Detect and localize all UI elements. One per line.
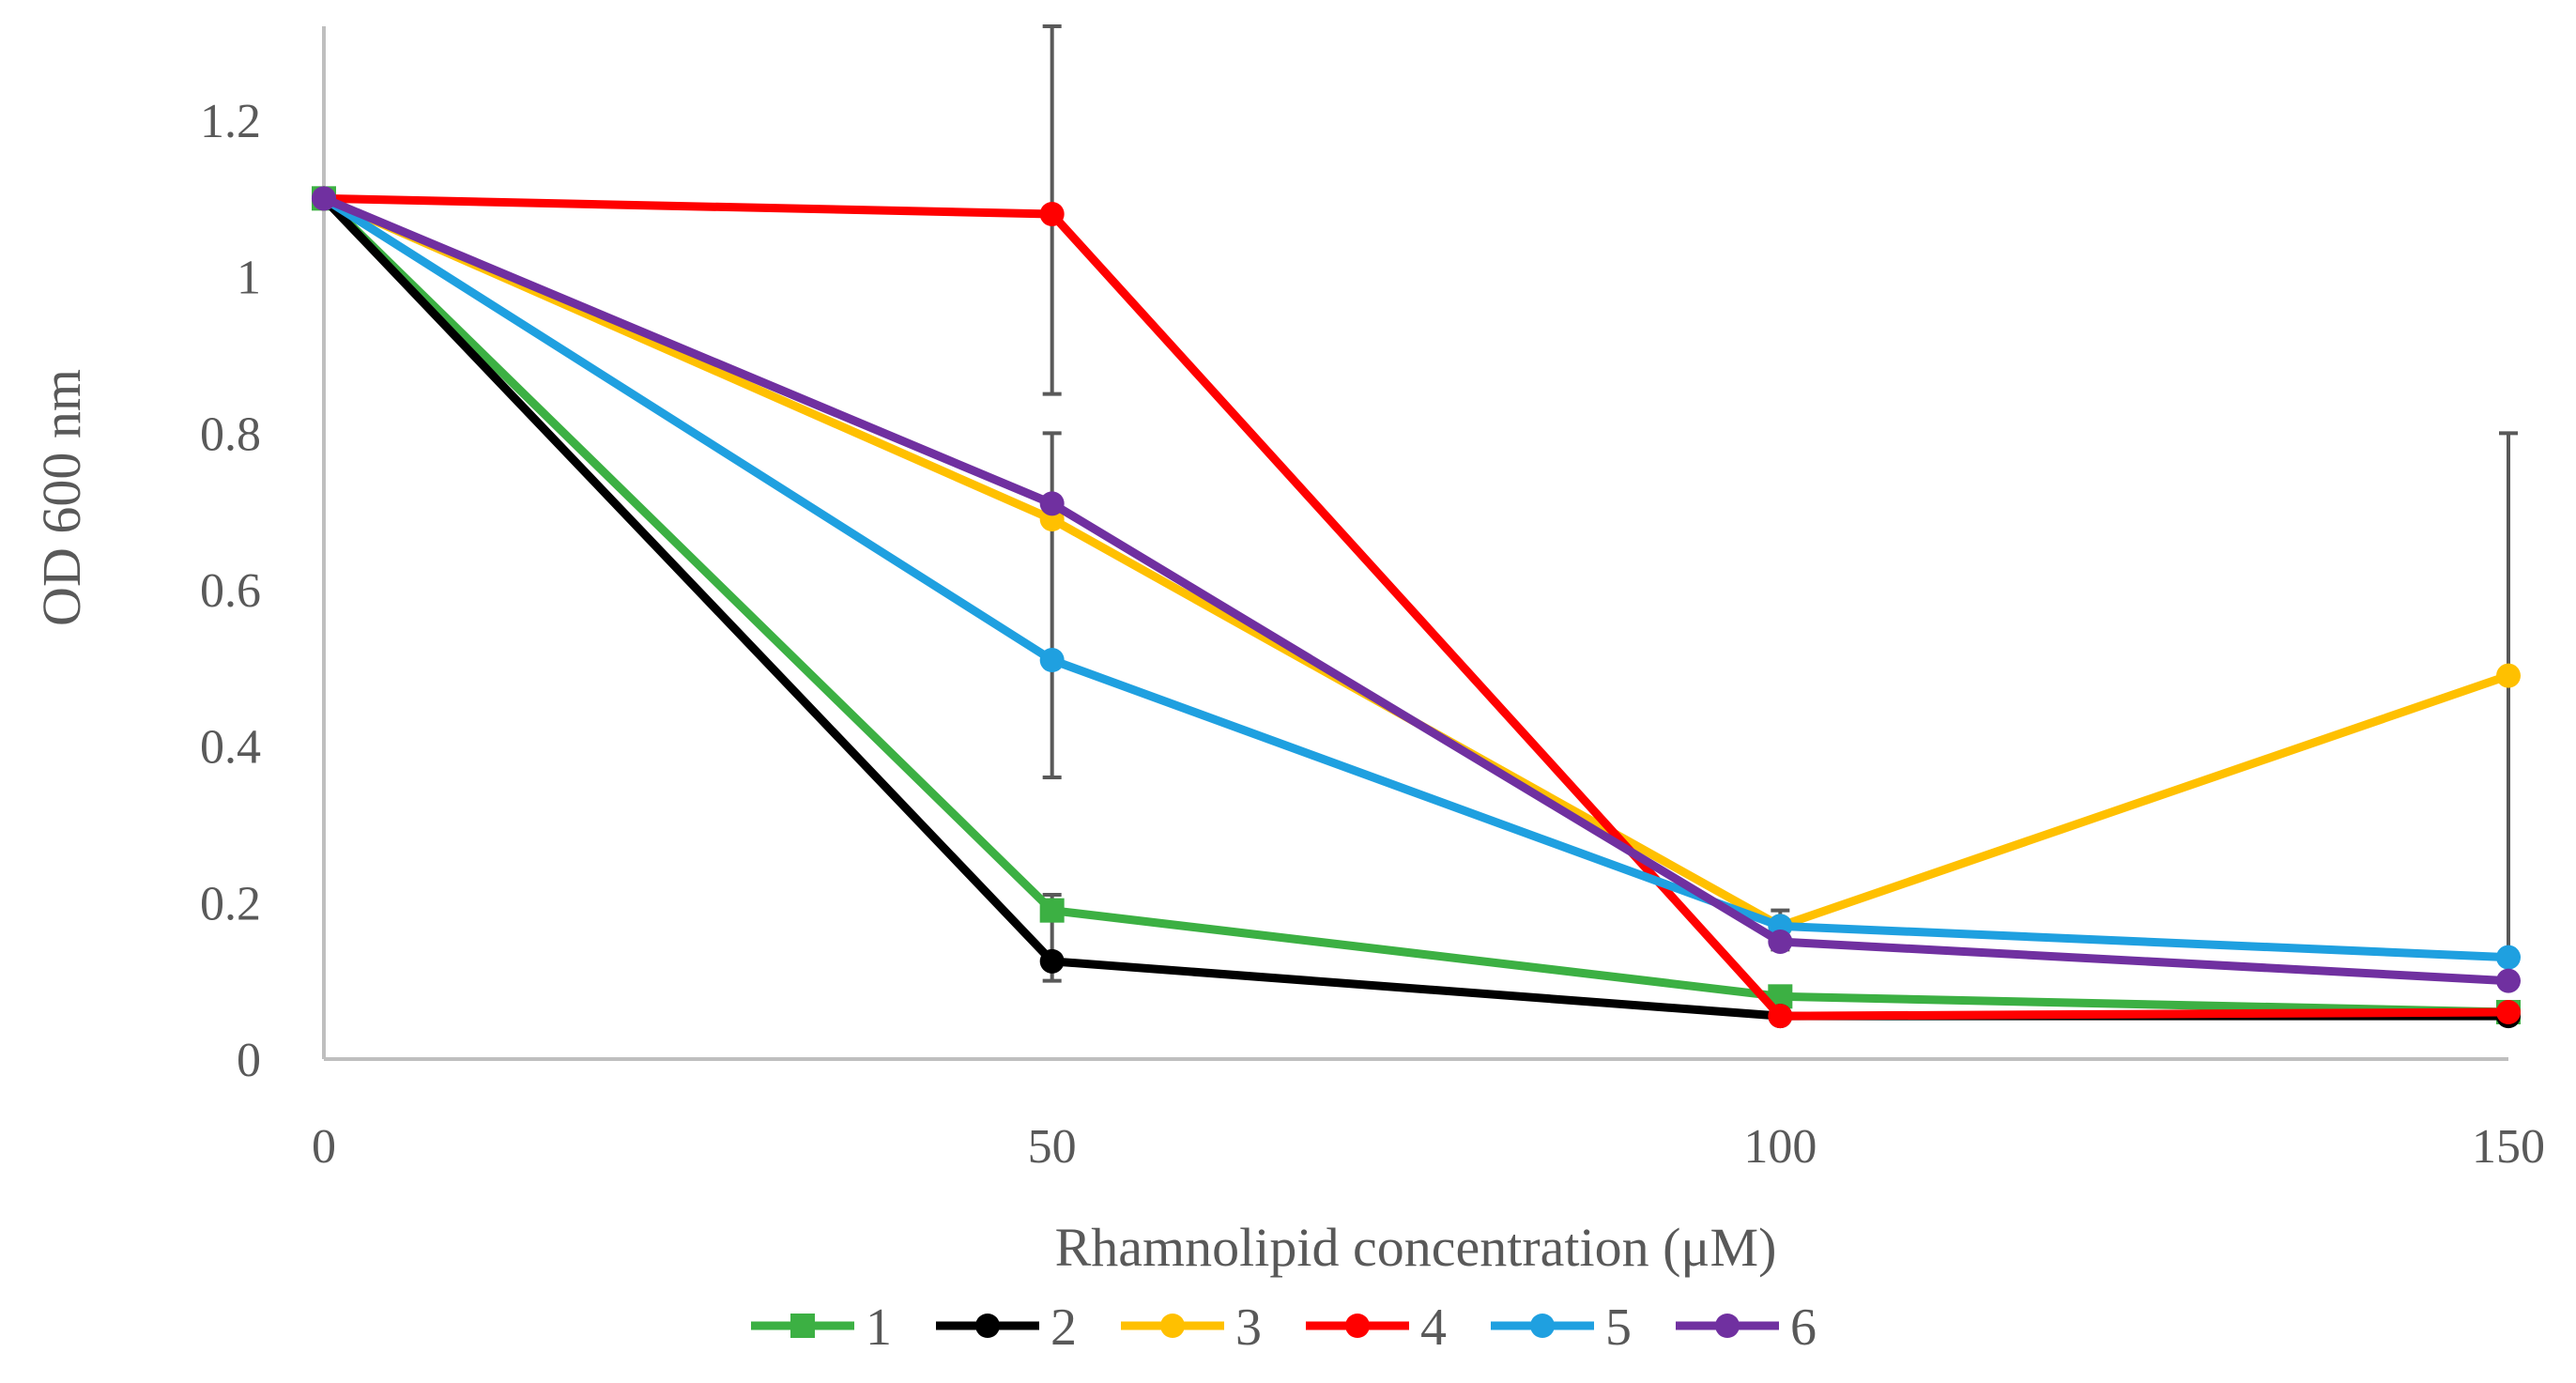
legend-item: 6 bbox=[1676, 1298, 1817, 1357]
data-point bbox=[1039, 202, 1065, 226]
y-tick-label: 1 bbox=[237, 252, 261, 305]
legend-marker bbox=[1345, 1314, 1370, 1338]
series-group bbox=[312, 186, 2521, 1029]
series-line bbox=[320, 195, 2509, 1017]
data-point bbox=[1768, 1004, 1793, 1029]
series-1 bbox=[312, 186, 2521, 1024]
y-tick-label: 0.8 bbox=[200, 407, 261, 461]
data-point bbox=[2496, 945, 2521, 970]
data-point bbox=[1039, 898, 1065, 923]
y-tick-label: 0.4 bbox=[200, 721, 261, 775]
series-line bbox=[323, 193, 2509, 1021]
legend-marker bbox=[1530, 1314, 1555, 1338]
x-tick-label: 150 bbox=[2472, 1120, 2545, 1174]
y-axis-title: OD 600 nm bbox=[31, 369, 92, 626]
legend-marker bbox=[975, 1314, 1000, 1338]
x-tick-label: 50 bbox=[1028, 1120, 1077, 1174]
legend-item: 2 bbox=[936, 1298, 1077, 1357]
data-point bbox=[2496, 663, 2521, 688]
data-point bbox=[1039, 948, 1065, 974]
y-tick-label: 0.2 bbox=[200, 877, 261, 930]
legend-label: 5 bbox=[1605, 1298, 1632, 1357]
legend-marker bbox=[1160, 1314, 1185, 1338]
series-5 bbox=[312, 186, 2521, 970]
legend-label: 6 bbox=[1790, 1298, 1817, 1357]
legend-item: 5 bbox=[1491, 1298, 1632, 1357]
y-tick-label: 1.2 bbox=[200, 95, 261, 148]
data-point bbox=[1768, 930, 1793, 954]
series-line bbox=[321, 194, 2509, 962]
tick-labels: 0 0.2 0.4 0.6 0.8 1 1.2 0 50 100 150 bbox=[200, 95, 2545, 1174]
legend-label: 4 bbox=[1420, 1298, 1447, 1357]
legend-label: 2 bbox=[1050, 1298, 1077, 1357]
series-line bbox=[322, 194, 2509, 986]
x-tick-label: 0 bbox=[312, 1120, 336, 1174]
legend-item: 4 bbox=[1306, 1298, 1447, 1357]
error-bar bbox=[2499, 431, 2518, 983]
legend-item: 1 bbox=[751, 1298, 892, 1357]
legend-item: 3 bbox=[1121, 1298, 1262, 1357]
series-2 bbox=[312, 186, 2521, 1029]
series-line bbox=[320, 195, 2508, 1021]
data-point bbox=[2496, 968, 2521, 993]
series-3 bbox=[312, 186, 2521, 939]
y-tick-label: 0.6 bbox=[200, 564, 261, 618]
data-point bbox=[1039, 491, 1065, 516]
error-bars bbox=[1042, 24, 2518, 983]
y-tick-label: 0 bbox=[237, 1034, 261, 1087]
legend-marker bbox=[790, 1314, 815, 1338]
data-point bbox=[1039, 648, 1065, 672]
legend: 1 2 3 4 5 6 bbox=[751, 1298, 1817, 1357]
data-point bbox=[312, 186, 336, 211]
series-6 bbox=[312, 186, 2521, 993]
x-axis-title: Rhamnolipid concentration (μM) bbox=[1055, 1217, 1777, 1278]
series-4 bbox=[312, 186, 2521, 1029]
legend-label: 3 bbox=[1235, 1298, 1262, 1357]
series-line bbox=[322, 194, 2510, 930]
legend-label: 1 bbox=[866, 1298, 892, 1357]
data-point bbox=[2496, 1000, 2521, 1024]
legend-marker bbox=[1715, 1314, 1740, 1338]
x-tick-label: 100 bbox=[1743, 1120, 1817, 1174]
error-bar bbox=[1042, 431, 1062, 779]
